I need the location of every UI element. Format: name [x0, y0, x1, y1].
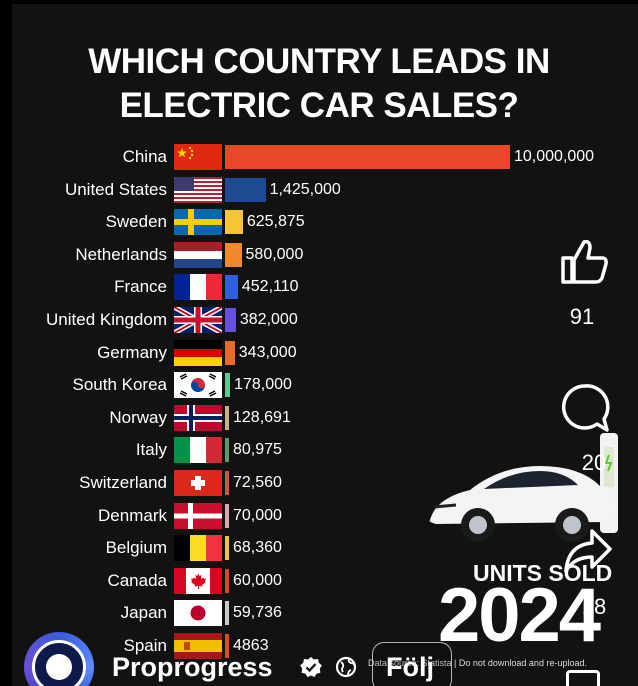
value-label: 68,360	[233, 539, 282, 557]
electric-car-illustration-icon	[429, 433, 618, 542]
category-label: United States	[64, 179, 167, 199]
avatar[interactable]	[24, 632, 94, 686]
creator-name[interactable]: Proprogress	[112, 652, 273, 682]
value-label: 382,000	[239, 311, 298, 328]
follow-button[interactable]	[372, 642, 452, 686]
bar	[225, 405, 229, 430]
flag-icon	[174, 535, 222, 562]
category-label: Spain	[123, 636, 167, 655]
category-label: Belgium	[105, 538, 167, 558]
category-label: Italy	[135, 440, 167, 460]
bar	[225, 438, 229, 463]
category-label: France	[114, 277, 167, 297]
flag-icon	[174, 470, 222, 496]
top-edge	[0, 0, 638, 4]
thumbs-up-icon[interactable]	[557, 236, 609, 288]
avatar-dot	[46, 654, 72, 680]
flag-icon	[174, 404, 222, 431]
category-label: Germany	[97, 342, 167, 362]
value-label: 70,000	[233, 506, 282, 524]
flag-icon	[174, 274, 222, 301]
category-label: Netherlands	[75, 244, 167, 264]
bar	[225, 145, 510, 169]
year-label: 2024	[438, 573, 601, 658]
flag-icon	[174, 600, 222, 627]
category-label: South Korea	[72, 375, 167, 395]
bar	[225, 634, 229, 658]
flag-icon	[174, 209, 222, 236]
bar	[225, 308, 236, 332]
bar	[225, 471, 229, 495]
value-label: 59,736	[233, 604, 282, 622]
follow-button-label[interactable]: Följ	[386, 652, 434, 682]
bar	[225, 177, 266, 202]
chart-title-line-2: ELECTRIC CAR SALES?	[119, 86, 519, 125]
category-label: Canada	[107, 570, 167, 590]
category-label: Denmark	[98, 505, 167, 525]
comment-count: 20	[581, 450, 607, 475]
comment-bubble-icon[interactable]	[557, 380, 613, 436]
category-label: United Kingdom	[46, 310, 167, 329]
bar	[225, 536, 229, 561]
value-label: 178,000	[234, 376, 292, 394]
value-label: 80,975	[233, 441, 282, 459]
value-label: 580,000	[245, 245, 304, 263]
flag-icon	[174, 339, 222, 366]
value-label: 343,000	[238, 343, 297, 361]
value-label: 1,425,000	[269, 180, 341, 198]
bar	[225, 601, 229, 626]
verified-badge-icon	[300, 657, 322, 678]
value-label: 72,560	[233, 474, 282, 491]
like-count: 91	[569, 304, 595, 329]
chart-title-line-1: WHICH COUNTRY LEADS IN	[88, 42, 550, 81]
category-label: Japan	[120, 603, 167, 623]
category-label: China	[122, 147, 167, 166]
category-label: Norway	[109, 407, 167, 427]
value-label: 10,000,000	[514, 148, 595, 165]
more-options-icon[interactable]	[566, 670, 600, 686]
avatar-ring	[32, 640, 86, 686]
flag-icon	[174, 567, 222, 594]
flag-icon	[174, 176, 222, 203]
value-label: 452,110	[241, 278, 299, 296]
bar	[225, 503, 229, 528]
value-label: 4863	[233, 637, 269, 654]
bar	[225, 210, 243, 235]
flag-icon	[174, 633, 222, 659]
share-arrow-icon[interactable]	[560, 525, 616, 577]
data-source-note: Data source: Statista | Do not download …	[368, 658, 587, 668]
category-label: Sweden	[105, 212, 167, 232]
share-count: 18	[581, 594, 607, 619]
flag-icon	[174, 437, 222, 464]
category-label: Switzerland	[79, 473, 167, 492]
units-sold-label: UNITS SOLD	[473, 560, 613, 586]
video-frame[interactable]: WHICH COUNTRY LEADS IN ELECTRIC CAR SALE…	[12, 0, 638, 686]
value-label: 60,000	[233, 571, 282, 589]
globe-icon	[335, 656, 357, 678]
value-label: 625,875	[246, 213, 305, 231]
flag-icon	[174, 144, 222, 170]
bar	[225, 340, 235, 365]
flag-icon	[174, 502, 222, 529]
bar	[225, 275, 238, 300]
bar	[225, 242, 242, 267]
flag-icon	[174, 372, 222, 399]
bar	[225, 568, 229, 593]
flag-icon	[174, 241, 222, 268]
value-label: 128,691	[233, 408, 291, 426]
flag-icon	[174, 307, 222, 333]
bar	[225, 373, 231, 398]
